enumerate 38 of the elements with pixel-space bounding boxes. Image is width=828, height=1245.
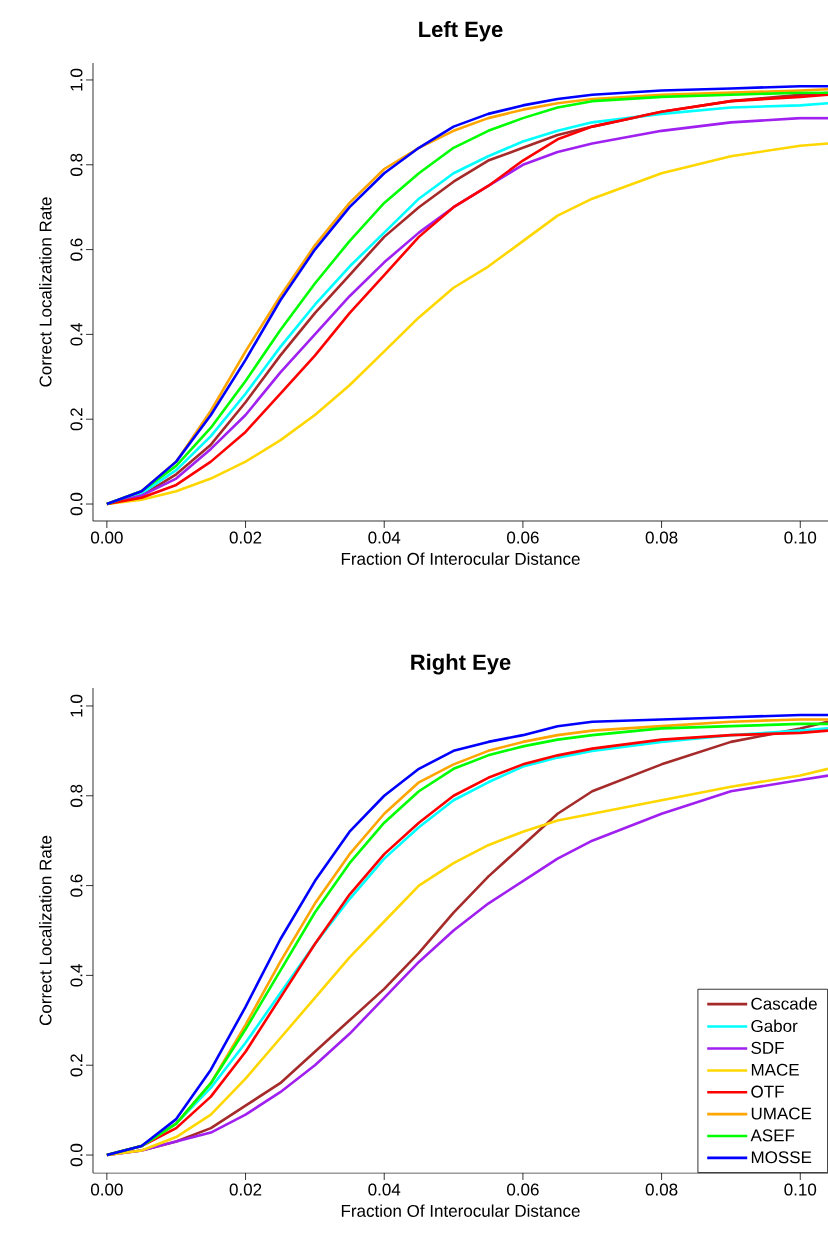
x-axis-title: Fraction Of Interocular Distance xyxy=(341,552,580,565)
y-axis-title: Correct Localization Rate xyxy=(38,197,52,387)
legend-label: Cascade xyxy=(751,997,817,1010)
y-tick-label: 1.0 xyxy=(70,694,83,717)
legend-label: OTF xyxy=(751,1085,784,1098)
x-tick-label: 0.08 xyxy=(645,1183,678,1196)
y-tick-label: 0.2 xyxy=(70,408,83,431)
x-tick-label: 0.06 xyxy=(506,531,539,544)
y-tick-label: 1.0 xyxy=(70,68,83,91)
x-tick-label: 0.04 xyxy=(368,531,401,544)
legend-label: MOSSE xyxy=(751,1151,811,1164)
y-tick-label: 0.0 xyxy=(70,1143,83,1167)
y-tick-label: 0.4 xyxy=(70,323,83,346)
x-axis-title: Fraction Of Interocular Distance xyxy=(341,1204,580,1217)
y-tick-label: 0.8 xyxy=(70,784,83,807)
chart-title: Right Eye xyxy=(411,653,511,675)
x-tick-label: 0.10 xyxy=(784,1183,816,1196)
y-tick-label: 0.2 xyxy=(70,1054,83,1077)
x-tick-label: 0.04 xyxy=(368,1183,401,1196)
legend-label: SDF xyxy=(751,1041,784,1054)
legend-label: UMACE xyxy=(751,1107,811,1120)
y-tick-label: 0.6 xyxy=(70,238,83,261)
legend-label: ASEF xyxy=(750,1129,795,1142)
x-tick-label: 0.00 xyxy=(90,531,123,544)
x-tick-label: 0.02 xyxy=(229,531,262,544)
chart-title: Left Eye xyxy=(419,20,503,42)
y-tick-label: 0.8 xyxy=(70,153,83,176)
x-tick-label: 0.10 xyxy=(784,531,816,544)
x-tick-label: 0.02 xyxy=(229,1183,262,1196)
legend-label: Gabor xyxy=(751,1019,798,1033)
x-tick-label: 0.08 xyxy=(645,531,678,544)
x-tick-label: 0.06 xyxy=(506,1183,539,1196)
x-tick-label: 0.00 xyxy=(90,1183,123,1196)
y-tick-label: 0.6 xyxy=(70,874,83,897)
y-tick-label: 0.4 xyxy=(70,964,83,987)
y-tick-label: 0.0 xyxy=(70,492,83,516)
y-axis-title: Correct Localization Rate xyxy=(38,835,52,1026)
legend-label: MACE xyxy=(751,1063,799,1076)
